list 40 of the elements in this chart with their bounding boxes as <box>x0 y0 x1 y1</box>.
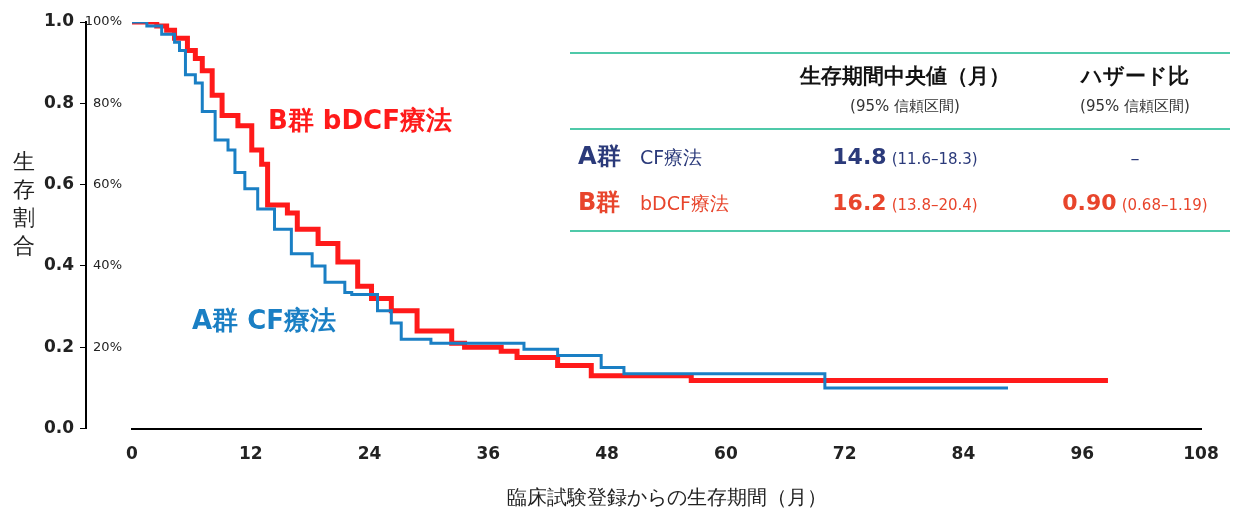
y2-tick-label: 80% <box>93 94 122 110</box>
annotation: – <box>1130 147 1140 168</box>
annotation: bDCF療法 <box>640 191 730 216</box>
x-tick-label: 60 <box>714 443 738 464</box>
y-axis-title: 生存割合 <box>13 149 35 259</box>
x-tick-label: 0 <box>126 443 139 464</box>
annotation: 0.90 <box>1062 190 1117 215</box>
y-tick-label: 0.2 <box>43 335 74 356</box>
y2-tick-label: 60% <box>93 176 122 192</box>
annotation: A群 <box>577 141 622 172</box>
series-label: A群 CF療法 <box>192 304 337 335</box>
y-tick-label: 0.8 <box>43 91 74 112</box>
x-tick-label: 48 <box>595 443 619 464</box>
x-tick-label: 12 <box>238 443 263 464</box>
x-tick-label: 108 <box>1183 443 1219 464</box>
y-tick-label: 0.0 <box>43 417 75 438</box>
annotation: (13.8–20.4) <box>891 196 978 214</box>
y-tick-label: 1.0 <box>43 10 75 31</box>
x-tick-label: 96 <box>1070 443 1095 464</box>
annotation: (0.68–1.19) <box>1121 196 1208 214</box>
y2-tick-label: 40% <box>93 257 122 273</box>
annotation: (11.6–18.3) <box>891 150 978 168</box>
annotation: CF療法 <box>640 145 704 170</box>
x-tick-label: 36 <box>476 443 501 464</box>
annotation: (95% 信頼区間) <box>1080 97 1190 115</box>
x-axis-title: 臨床試験登録からの生存期間（月） <box>506 485 827 510</box>
x-tick-label: 24 <box>357 443 382 464</box>
x-tick-label: 84 <box>951 443 976 464</box>
y2-tick-label: 20% <box>93 338 122 354</box>
y2-tick-label: 100% <box>84 13 122 29</box>
y-tick-label: 0.4 <box>43 254 75 275</box>
annotation: 14.8 <box>832 144 887 169</box>
series-label: B群 bDCF療法 <box>268 104 452 135</box>
annotation: ハザード比 <box>1081 64 1189 88</box>
x-tick-label: 72 <box>832 443 857 464</box>
y-tick-label: 0.6 <box>43 173 74 194</box>
annotation: B群 <box>577 187 622 218</box>
annotation: (95% 信頼区間) <box>850 97 960 115</box>
annotation: 生存期間中央値（月） <box>800 64 1010 88</box>
annotation: 16.2 <box>832 190 887 215</box>
